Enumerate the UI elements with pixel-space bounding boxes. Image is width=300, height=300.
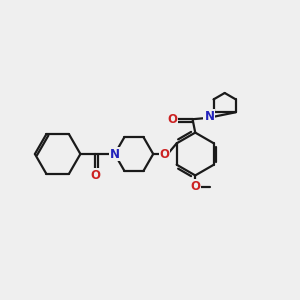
- Text: O: O: [90, 169, 100, 182]
- Text: N: N: [204, 110, 214, 123]
- Text: O: O: [167, 113, 177, 126]
- Text: N: N: [110, 148, 120, 160]
- Text: O: O: [160, 148, 170, 160]
- Text: O: O: [190, 180, 200, 194]
